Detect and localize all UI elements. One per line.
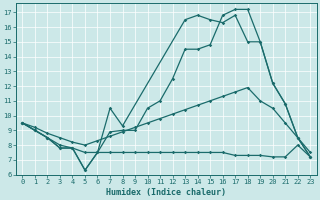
X-axis label: Humidex (Indice chaleur): Humidex (Indice chaleur)	[106, 188, 226, 197]
